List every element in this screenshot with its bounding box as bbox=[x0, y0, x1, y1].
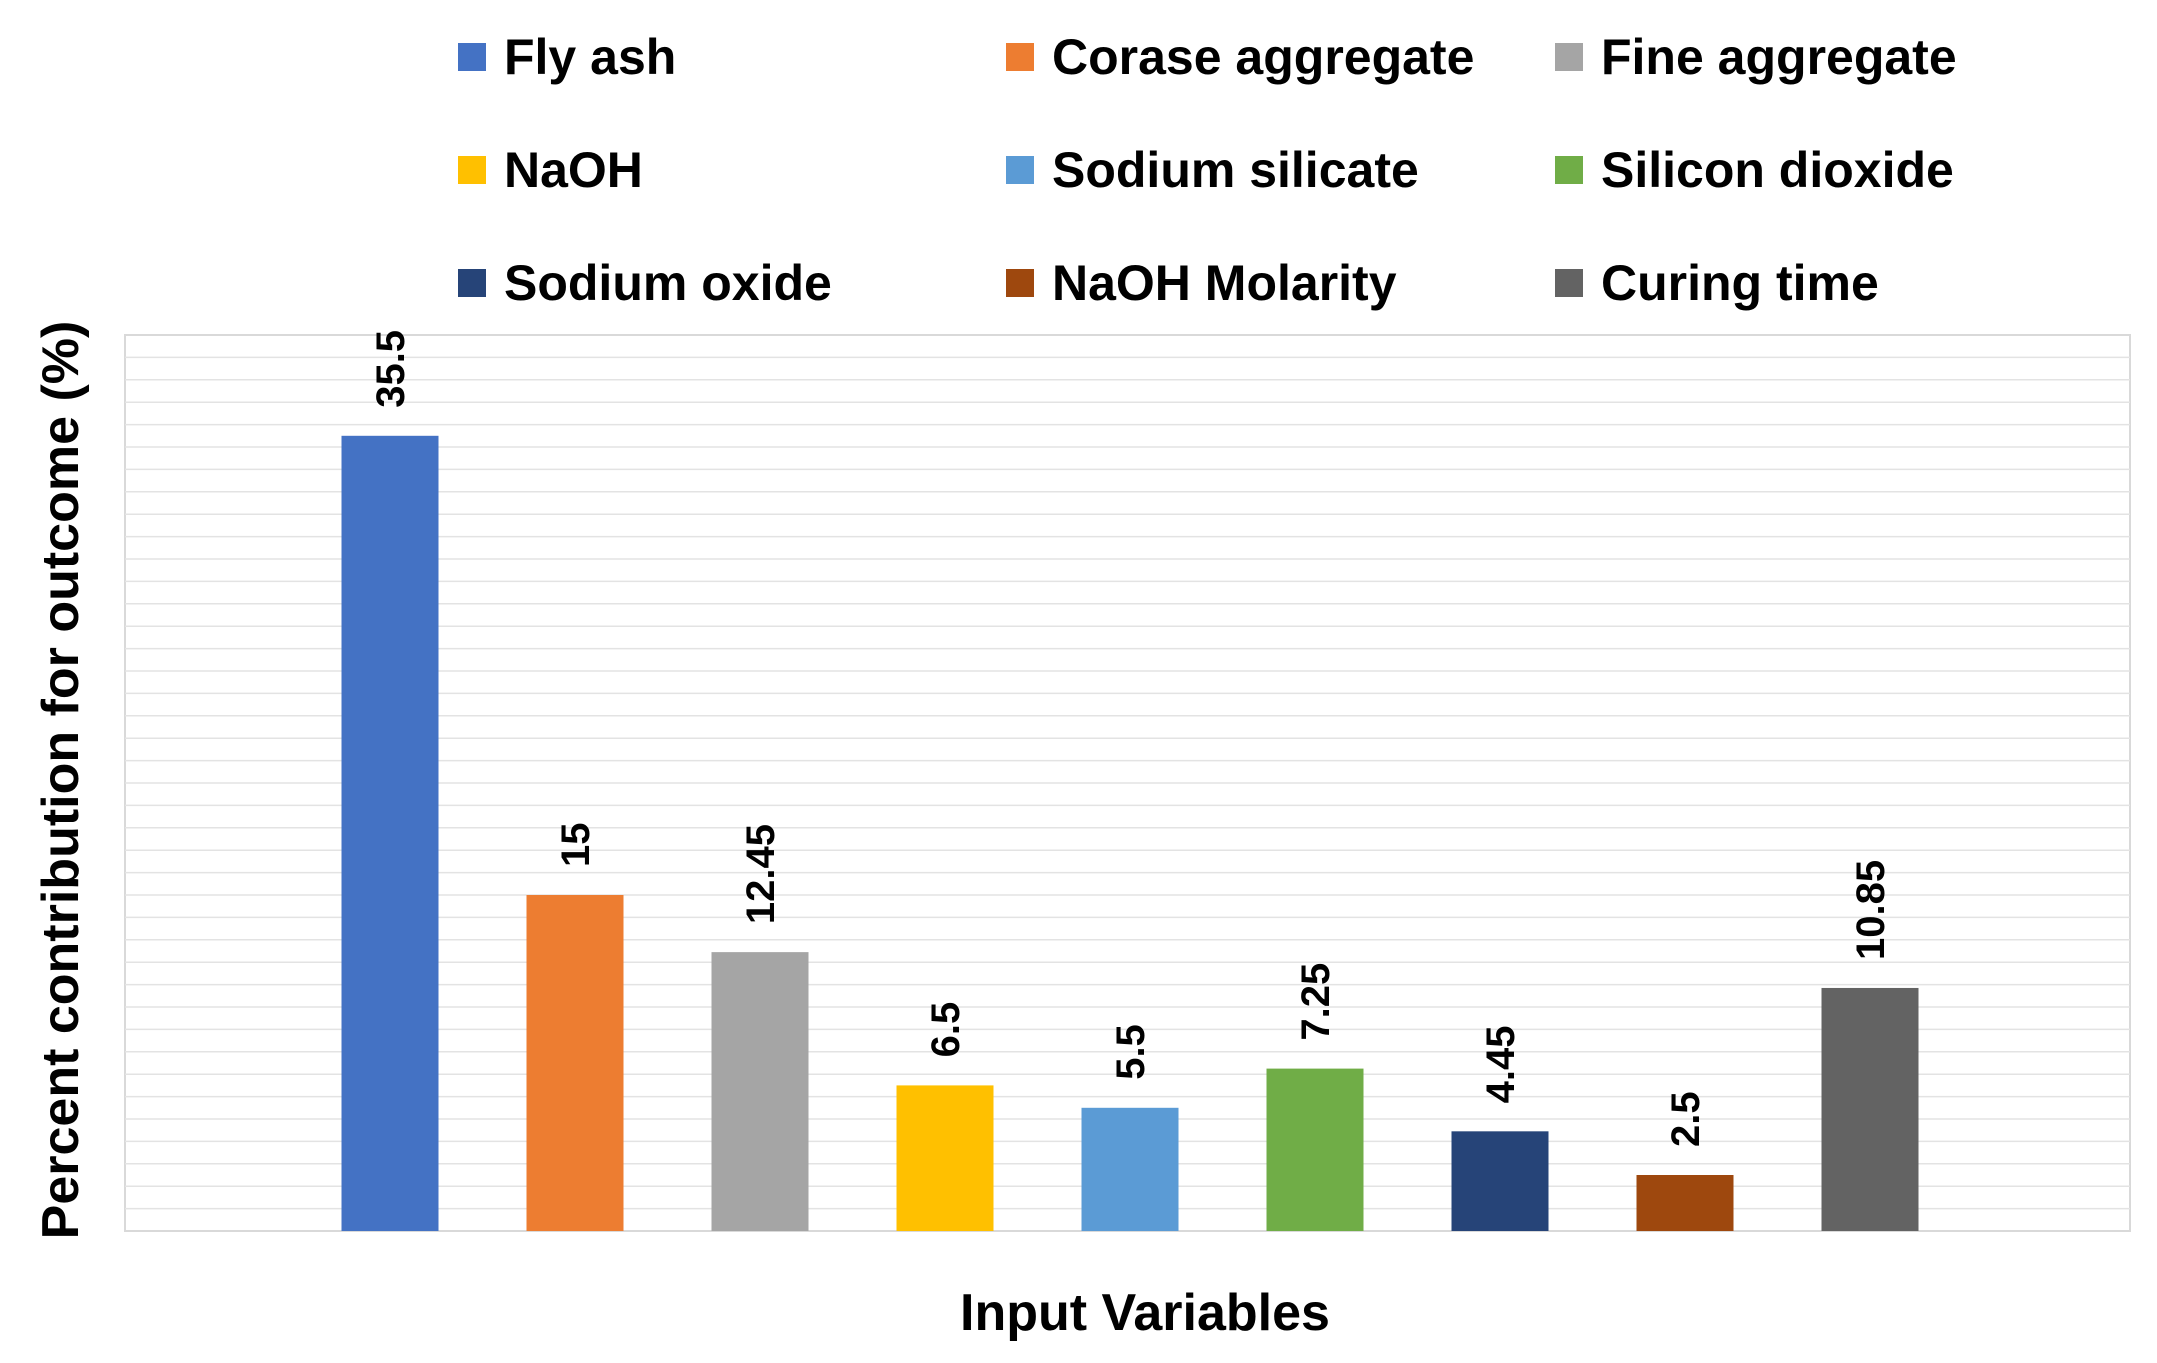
legend: Fly ash Corase aggregate Fine aggregate NaO… bbox=[458, 29, 1957, 311]
legend-item-sodium-silicate: Sodium silicate bbox=[1006, 142, 1419, 198]
legend-swatch bbox=[458, 156, 486, 184]
data-label-fly-ash: 35.5 bbox=[369, 330, 413, 408]
legend-swatch bbox=[1555, 43, 1583, 71]
legend-swatch bbox=[1006, 156, 1034, 184]
legend-item-fly-ash: Fly ash bbox=[458, 29, 676, 85]
data-label-sodium-silicate: 5.5 bbox=[1109, 1024, 1153, 1080]
gridlines bbox=[125, 356, 2130, 1232]
legend-item-corase-aggregate: Corase aggregate bbox=[1006, 29, 1474, 85]
data-label-fine-aggregate: 12.45 bbox=[739, 824, 783, 924]
legend-swatch bbox=[1555, 269, 1583, 297]
bar-corase-aggregate bbox=[526, 895, 624, 1231]
bar-curing-time bbox=[1821, 987, 1919, 1231]
y-axis-title: Percent contribution for outcome (%) bbox=[32, 321, 90, 1240]
legend-label: Corase aggregate bbox=[1052, 29, 1474, 85]
data-label-naoh-molarity: 2.5 bbox=[1664, 1091, 1708, 1147]
bar-sodium-oxide bbox=[1451, 1131, 1549, 1231]
legend-swatch bbox=[458, 43, 486, 71]
bar-naoh bbox=[896, 1085, 994, 1231]
data-label-curing-time: 10.85 bbox=[1849, 860, 1893, 960]
legend-item-naoh: NaOH bbox=[458, 142, 643, 198]
legend-swatch bbox=[1006, 269, 1034, 297]
legend-swatch bbox=[1006, 43, 1034, 71]
bar-silicon-dioxide bbox=[1266, 1068, 1364, 1231]
data-label-silicon-dioxide: 7.25 bbox=[1294, 963, 1338, 1041]
legend-label: Sodium silicate bbox=[1052, 142, 1419, 198]
legend-item-sodium-oxide: Sodium oxide bbox=[458, 255, 832, 311]
bar-naoh-molarity bbox=[1636, 1175, 1734, 1231]
bar-fine-aggregate bbox=[711, 952, 809, 1231]
bar-fly-ash bbox=[341, 435, 439, 1231]
legend-label: Curing time bbox=[1601, 255, 1879, 311]
legend-item-silicon-dioxide: Silicon dioxide bbox=[1555, 142, 1954, 198]
legend-label: Silicon dioxide bbox=[1601, 142, 1954, 198]
legend-label: Fly ash bbox=[504, 29, 676, 85]
bar-sodium-silicate bbox=[1081, 1107, 1179, 1231]
legend-label: Sodium oxide bbox=[504, 255, 832, 311]
bars bbox=[341, 435, 1919, 1231]
x-axis-title: Input Variables bbox=[960, 1284, 1330, 1342]
data-label-sodium-oxide: 4.45 bbox=[1479, 1025, 1523, 1103]
legend-item-fine-aggregate: Fine aggregate bbox=[1555, 29, 1957, 85]
data-label-naoh: 6.5 bbox=[924, 1002, 968, 1058]
legend-item-naoh-molarity: NaOH Molarity bbox=[1006, 255, 1397, 311]
legend-label: Fine aggregate bbox=[1601, 29, 1957, 85]
legend-label: NaOH bbox=[504, 142, 643, 198]
data-label-corase-aggregate: 15 bbox=[554, 823, 598, 868]
legend-swatch bbox=[1555, 156, 1583, 184]
data-labels: 35.5 15 12.45 6.5 5.5 7.25 4.45 2.5 10.85 bbox=[369, 330, 1893, 1147]
legend-label: NaOH Molarity bbox=[1052, 255, 1397, 311]
legend-swatch bbox=[458, 269, 486, 297]
legend-item-curing-time: Curing time bbox=[1555, 255, 1879, 311]
